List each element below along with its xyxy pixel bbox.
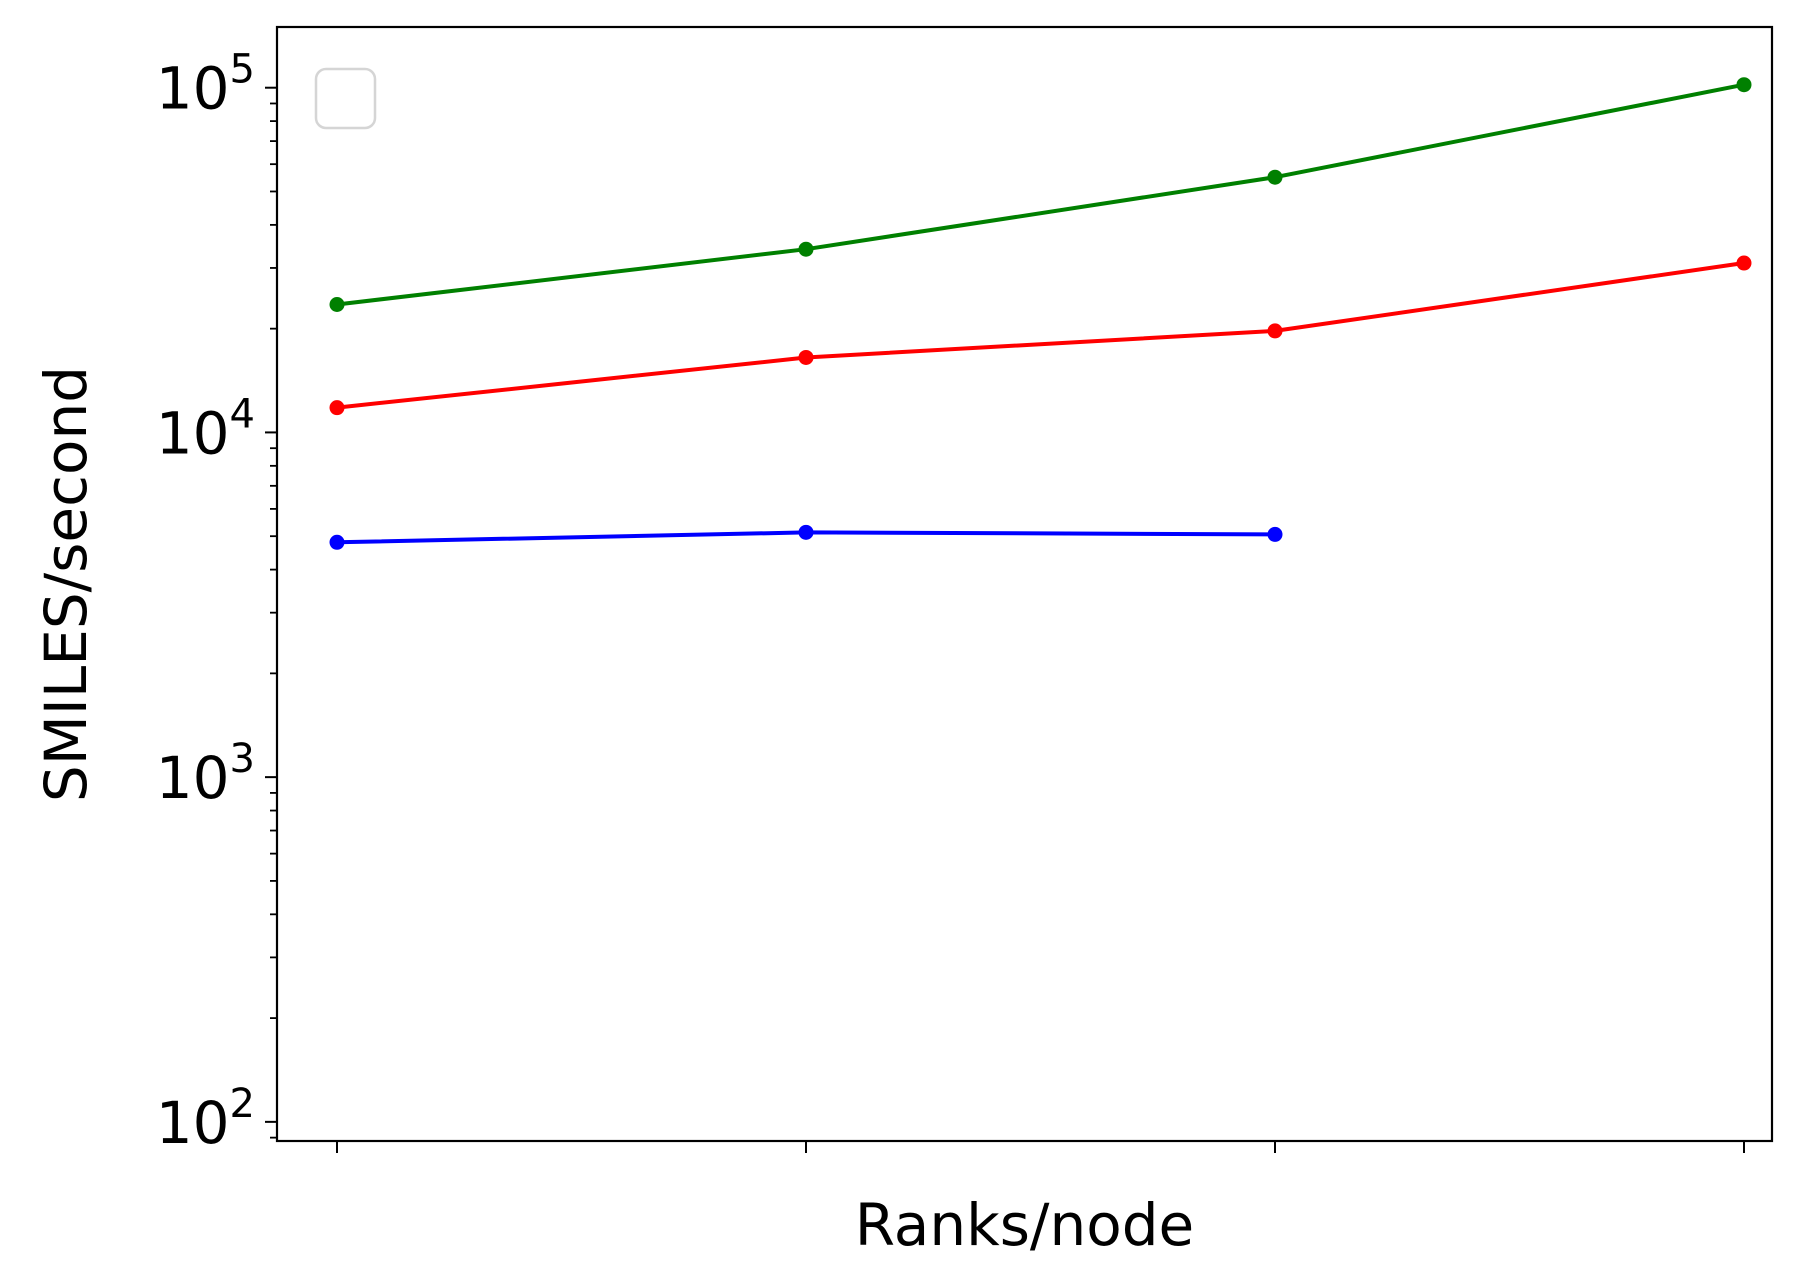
data-point xyxy=(329,400,345,416)
y-tick-label: 105 xyxy=(156,47,255,123)
x-axis-label: Ranks/node xyxy=(855,1191,1194,1259)
y-minor-ticks xyxy=(270,102,277,1139)
y-tick-label: 103 xyxy=(156,736,255,812)
data-point xyxy=(1267,169,1283,185)
data-point xyxy=(798,524,814,540)
y-major-ticks: 102 103 104 105 xyxy=(156,47,277,1157)
data-point xyxy=(1267,526,1283,542)
y-tick-label: 102 xyxy=(156,1081,255,1157)
legend-box xyxy=(314,67,377,130)
y-axis-label: SMILES/second xyxy=(32,366,100,802)
y-tick-label: 104 xyxy=(156,391,255,467)
series-line-2 xyxy=(336,261,1745,410)
data-point xyxy=(1736,77,1752,93)
plot-frame xyxy=(275,25,1774,1143)
data-point xyxy=(1267,323,1283,339)
data-point xyxy=(798,349,814,365)
data-point xyxy=(1736,255,1752,271)
data-point xyxy=(329,534,345,550)
series-line-1 xyxy=(336,82,1745,307)
x-ticks xyxy=(336,1141,1745,1153)
data-point xyxy=(798,241,814,257)
data-point xyxy=(329,297,345,313)
series-layer xyxy=(329,77,1752,550)
